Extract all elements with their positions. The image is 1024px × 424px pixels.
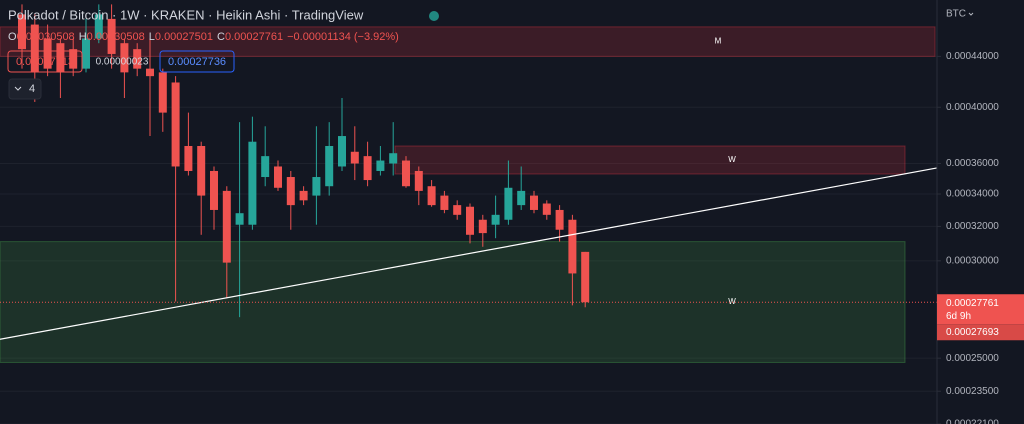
candle-body: [248, 141, 257, 225]
candle-body: [325, 145, 334, 187]
candle-body: [363, 156, 372, 181]
y-tick-label: 0.00040000: [946, 102, 999, 113]
candle-body: [504, 187, 513, 220]
status-dot: [429, 11, 439, 21]
ohlc-key: L: [149, 31, 155, 43]
zone: [394, 145, 906, 175]
ohlc-value: 0.00030508: [87, 31, 145, 43]
zone-label: W: [728, 155, 736, 164]
candle-body: [338, 136, 346, 167]
candle-body: [235, 213, 244, 225]
currency[interactable]: BTC: [946, 9, 966, 20]
y-tick-label: 0.00032000: [946, 221, 999, 232]
grid: [0, 55, 937, 424]
ohlc-legend: O0.00030508 H0.00030508 L0.00027501 C0.0002…: [8, 31, 399, 43]
candle-body: [542, 203, 551, 215]
candle-body: [197, 145, 206, 196]
candle-body: [491, 214, 500, 225]
candle-body: [184, 145, 193, 171]
candle-body: [376, 160, 385, 171]
zone-label: M: [715, 37, 722, 46]
candle-body: [312, 177, 321, 196]
candle-body: [414, 170, 423, 191]
ohlc-key: C: [217, 31, 225, 43]
buy-button[interactable]: [159, 50, 235, 73]
chevron-icon: [968, 12, 974, 16]
candle-body: [69, 49, 78, 69]
candle-body: [581, 251, 590, 303]
y-tick-label: 0.00036000: [946, 158, 999, 169]
chevron-icon: [14, 86, 22, 91]
candle-body: [30, 24, 39, 73]
y-tick-label: 0.00025000: [946, 353, 999, 364]
candle-body: [107, 18, 116, 54]
ohlc-change: −0.00001134 (−3.92%): [287, 31, 399, 43]
marker-price: 0.00027693: [946, 327, 999, 338]
candle-body: [82, 38, 90, 69]
buy-price[interactable]: 0.00027736: [168, 56, 226, 68]
candle-body: [530, 195, 538, 210]
candle-body: [94, 14, 103, 39]
candle-body: [402, 160, 410, 187]
marker-box: [937, 324, 1024, 341]
indicators-toggle[interactable]: [8, 78, 42, 100]
candle-body: [210, 170, 218, 210]
zones: M W W: [0, 26, 936, 363]
candle-body: [440, 195, 449, 210]
candle-body: [517, 190, 526, 206]
plot: [0, 4, 938, 340]
ohlc-key: O: [8, 31, 17, 43]
candle-body: [133, 49, 142, 69]
candle-body: [43, 38, 52, 69]
y-tick-label: 0.00022100: [946, 419, 999, 424]
candle-body: [261, 156, 270, 178]
candle-body: [350, 151, 359, 164]
candle-body: [120, 43, 129, 73]
price-axis: 0.00044000 0.00040000 0.00036000 0.00034000…: [937, 51, 999, 424]
candle-body: [18, 14, 26, 50]
candle-body: [568, 219, 577, 274]
candle-body: [274, 166, 282, 188]
candle-body: [478, 219, 487, 234]
candle-body: [555, 209, 564, 230]
countdown: 6d 9h: [946, 311, 971, 322]
y-tick-label: 0.00044000: [946, 51, 999, 62]
spread: 0.00000023: [96, 57, 149, 68]
sell-price[interactable]: 0.00027713: [16, 56, 74, 68]
indicator-count[interactable]: 4: [29, 83, 35, 95]
y-tick-label: 0.00023500: [946, 386, 999, 397]
zone-label: W: [728, 297, 736, 306]
price-label: 0.00027761 6d 9h 0.00027693: [937, 294, 1024, 341]
ohlc-value: 0.00027761: [225, 31, 283, 43]
chart-title: Polkadot / Bitcoin · 1W · KRAKEN · Heiki…: [8, 7, 364, 22]
sell-button[interactable]: [7, 50, 83, 73]
last-price: 0.00027761: [946, 298, 999, 309]
candle-body: [158, 72, 167, 113]
candle-body: [146, 68, 154, 77]
candle-body: [56, 43, 65, 73]
y-tick-label: 0.00030000: [946, 255, 999, 266]
candle-body: [453, 205, 462, 215]
trendline: [0, 167, 938, 340]
candle-body: [389, 153, 398, 164]
candle-body: [466, 206, 474, 235]
price-box: [937, 294, 1024, 325]
ohlc-value: 0.00027501: [155, 31, 213, 43]
candle-body: [286, 177, 295, 206]
zone: [0, 26, 936, 57]
y-tick-label: 0.00034000: [946, 189, 999, 200]
ohlc-key: H: [79, 31, 87, 43]
candle-body: [299, 190, 308, 201]
candle-body: [171, 82, 180, 167]
candle-body: [222, 190, 231, 263]
ohlc-value: 0.00030508: [17, 31, 75, 43]
legend: Polkadot / Bitcoin · 1W · KRAKEN · Heiki…: [7, 7, 974, 100]
candle-body: [427, 186, 436, 206]
